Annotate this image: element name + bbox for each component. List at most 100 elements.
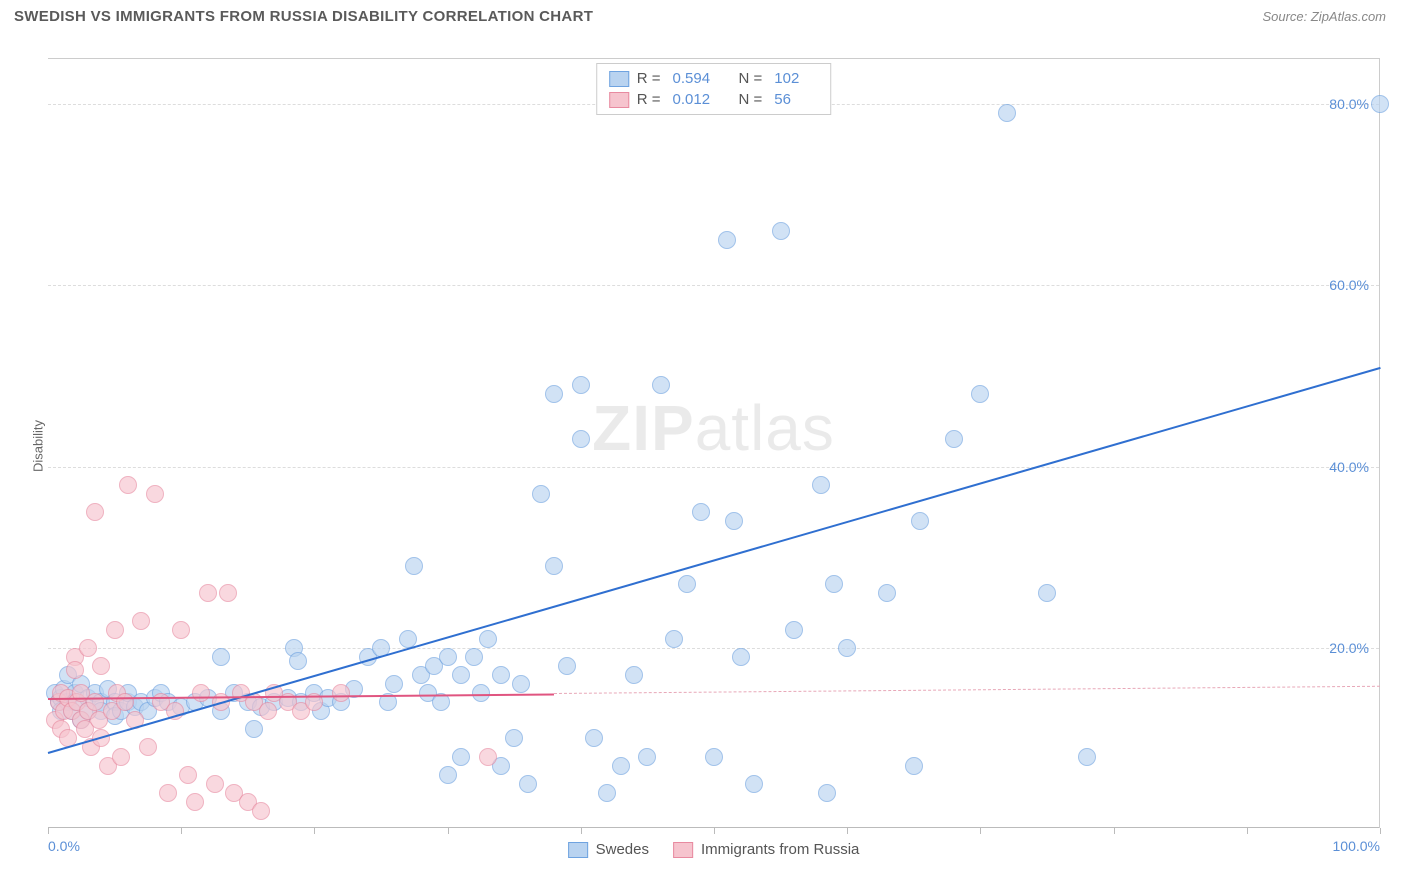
- gridline: [48, 285, 1379, 286]
- gridline: [48, 467, 1379, 468]
- data-point: [732, 648, 750, 666]
- data-point: [512, 675, 530, 693]
- legend-label: Immigrants from Russia: [701, 841, 859, 858]
- data-point: [479, 748, 497, 766]
- x-axis: [48, 827, 1379, 828]
- data-point: [838, 639, 856, 657]
- data-point: [585, 729, 603, 747]
- data-point: [332, 684, 350, 702]
- data-point: [878, 584, 896, 602]
- data-point: [572, 430, 590, 448]
- data-point: [385, 675, 403, 693]
- data-point: [192, 684, 210, 702]
- data-point: [86, 503, 104, 521]
- data-point: [212, 648, 230, 666]
- y-tick-label: 60.0%: [1329, 277, 1369, 293]
- data-point: [545, 557, 563, 575]
- x-tick: [714, 828, 715, 834]
- data-point: [146, 485, 164, 503]
- data-point: [179, 766, 197, 784]
- x-tick: [1114, 828, 1115, 834]
- data-point: [186, 793, 204, 811]
- data-point: [219, 584, 237, 602]
- data-point: [745, 775, 763, 793]
- gridline: [48, 648, 1379, 649]
- x-tick: [1247, 828, 1248, 834]
- data-point: [638, 748, 656, 766]
- n-label: N =: [739, 70, 763, 87]
- data-point: [971, 385, 989, 403]
- data-point: [66, 661, 84, 679]
- data-point: [86, 693, 104, 711]
- y-axis-label: Disability: [31, 420, 46, 472]
- data-point: [598, 784, 616, 802]
- source-label: Source: ZipAtlas.com: [1262, 9, 1386, 24]
- r-value: 0.012: [673, 91, 717, 108]
- legend-stat-row: R =0.012N =56: [609, 89, 819, 110]
- trend-line: [554, 686, 1380, 694]
- legend-swatch: [609, 92, 629, 108]
- data-point: [92, 657, 110, 675]
- data-point: [625, 666, 643, 684]
- data-point: [172, 621, 190, 639]
- legend-series: Swedes Immigrants from Russia: [568, 841, 860, 858]
- data-point: [1038, 584, 1056, 602]
- data-point: [159, 784, 177, 802]
- legend-label: Swedes: [596, 841, 649, 858]
- n-value: 102: [774, 70, 818, 87]
- data-point: [825, 575, 843, 593]
- data-point: [905, 757, 923, 775]
- data-point: [692, 503, 710, 521]
- x-tick: [448, 828, 449, 834]
- data-point: [665, 630, 683, 648]
- legend-stat-row: R = 0.594 N = 102: [609, 68, 819, 89]
- legend-swatch: [568, 842, 588, 858]
- data-point: [132, 612, 150, 630]
- plot-region: 20.0%40.0%60.0%80.0%0.0%100.0%: [48, 59, 1379, 828]
- legend-swatch: [673, 842, 693, 858]
- data-point: [818, 784, 836, 802]
- x-tick: [847, 828, 848, 834]
- r-label: R =: [637, 91, 661, 108]
- chart-title: SWEDISH VS IMMIGRANTS FROM RUSSIA DISABI…: [14, 8, 593, 25]
- x-tick: [48, 828, 49, 834]
- data-point: [612, 757, 630, 775]
- data-point: [911, 512, 929, 530]
- data-point: [1371, 95, 1389, 113]
- data-point: [199, 584, 217, 602]
- data-point: [405, 557, 423, 575]
- chart-area: 20.0%40.0%60.0%80.0%0.0%100.0% ZIPatlas …: [48, 58, 1380, 828]
- y-tick-label: 80.0%: [1329, 96, 1369, 112]
- data-point: [139, 738, 157, 756]
- x-tick: [314, 828, 315, 834]
- data-point: [112, 748, 130, 766]
- data-point: [812, 476, 830, 494]
- n-value: 56: [774, 91, 818, 108]
- x-tick-label: 0.0%: [48, 838, 80, 854]
- legend-swatch: [609, 71, 629, 87]
- data-point: [998, 104, 1016, 122]
- data-point: [289, 652, 307, 670]
- data-point: [1078, 748, 1096, 766]
- data-point: [572, 376, 590, 394]
- data-point: [785, 621, 803, 639]
- data-point: [106, 621, 124, 639]
- r-value: 0.594: [673, 70, 717, 87]
- data-point: [705, 748, 723, 766]
- legend-item: Immigrants from Russia: [673, 841, 859, 858]
- y-tick-label: 40.0%: [1329, 459, 1369, 475]
- data-point: [79, 639, 97, 657]
- data-point: [505, 729, 523, 747]
- data-point: [519, 775, 537, 793]
- x-tick: [1380, 828, 1381, 834]
- data-point: [479, 630, 497, 648]
- legend-stats: R =0.594N =102R =0.012N =56: [596, 63, 832, 115]
- x-tick: [581, 828, 582, 834]
- data-point: [678, 575, 696, 593]
- r-label: R =: [637, 70, 661, 87]
- data-point: [439, 766, 457, 784]
- data-point: [532, 485, 550, 503]
- data-point: [945, 430, 963, 448]
- data-point: [245, 720, 263, 738]
- legend-item: Swedes: [568, 841, 649, 858]
